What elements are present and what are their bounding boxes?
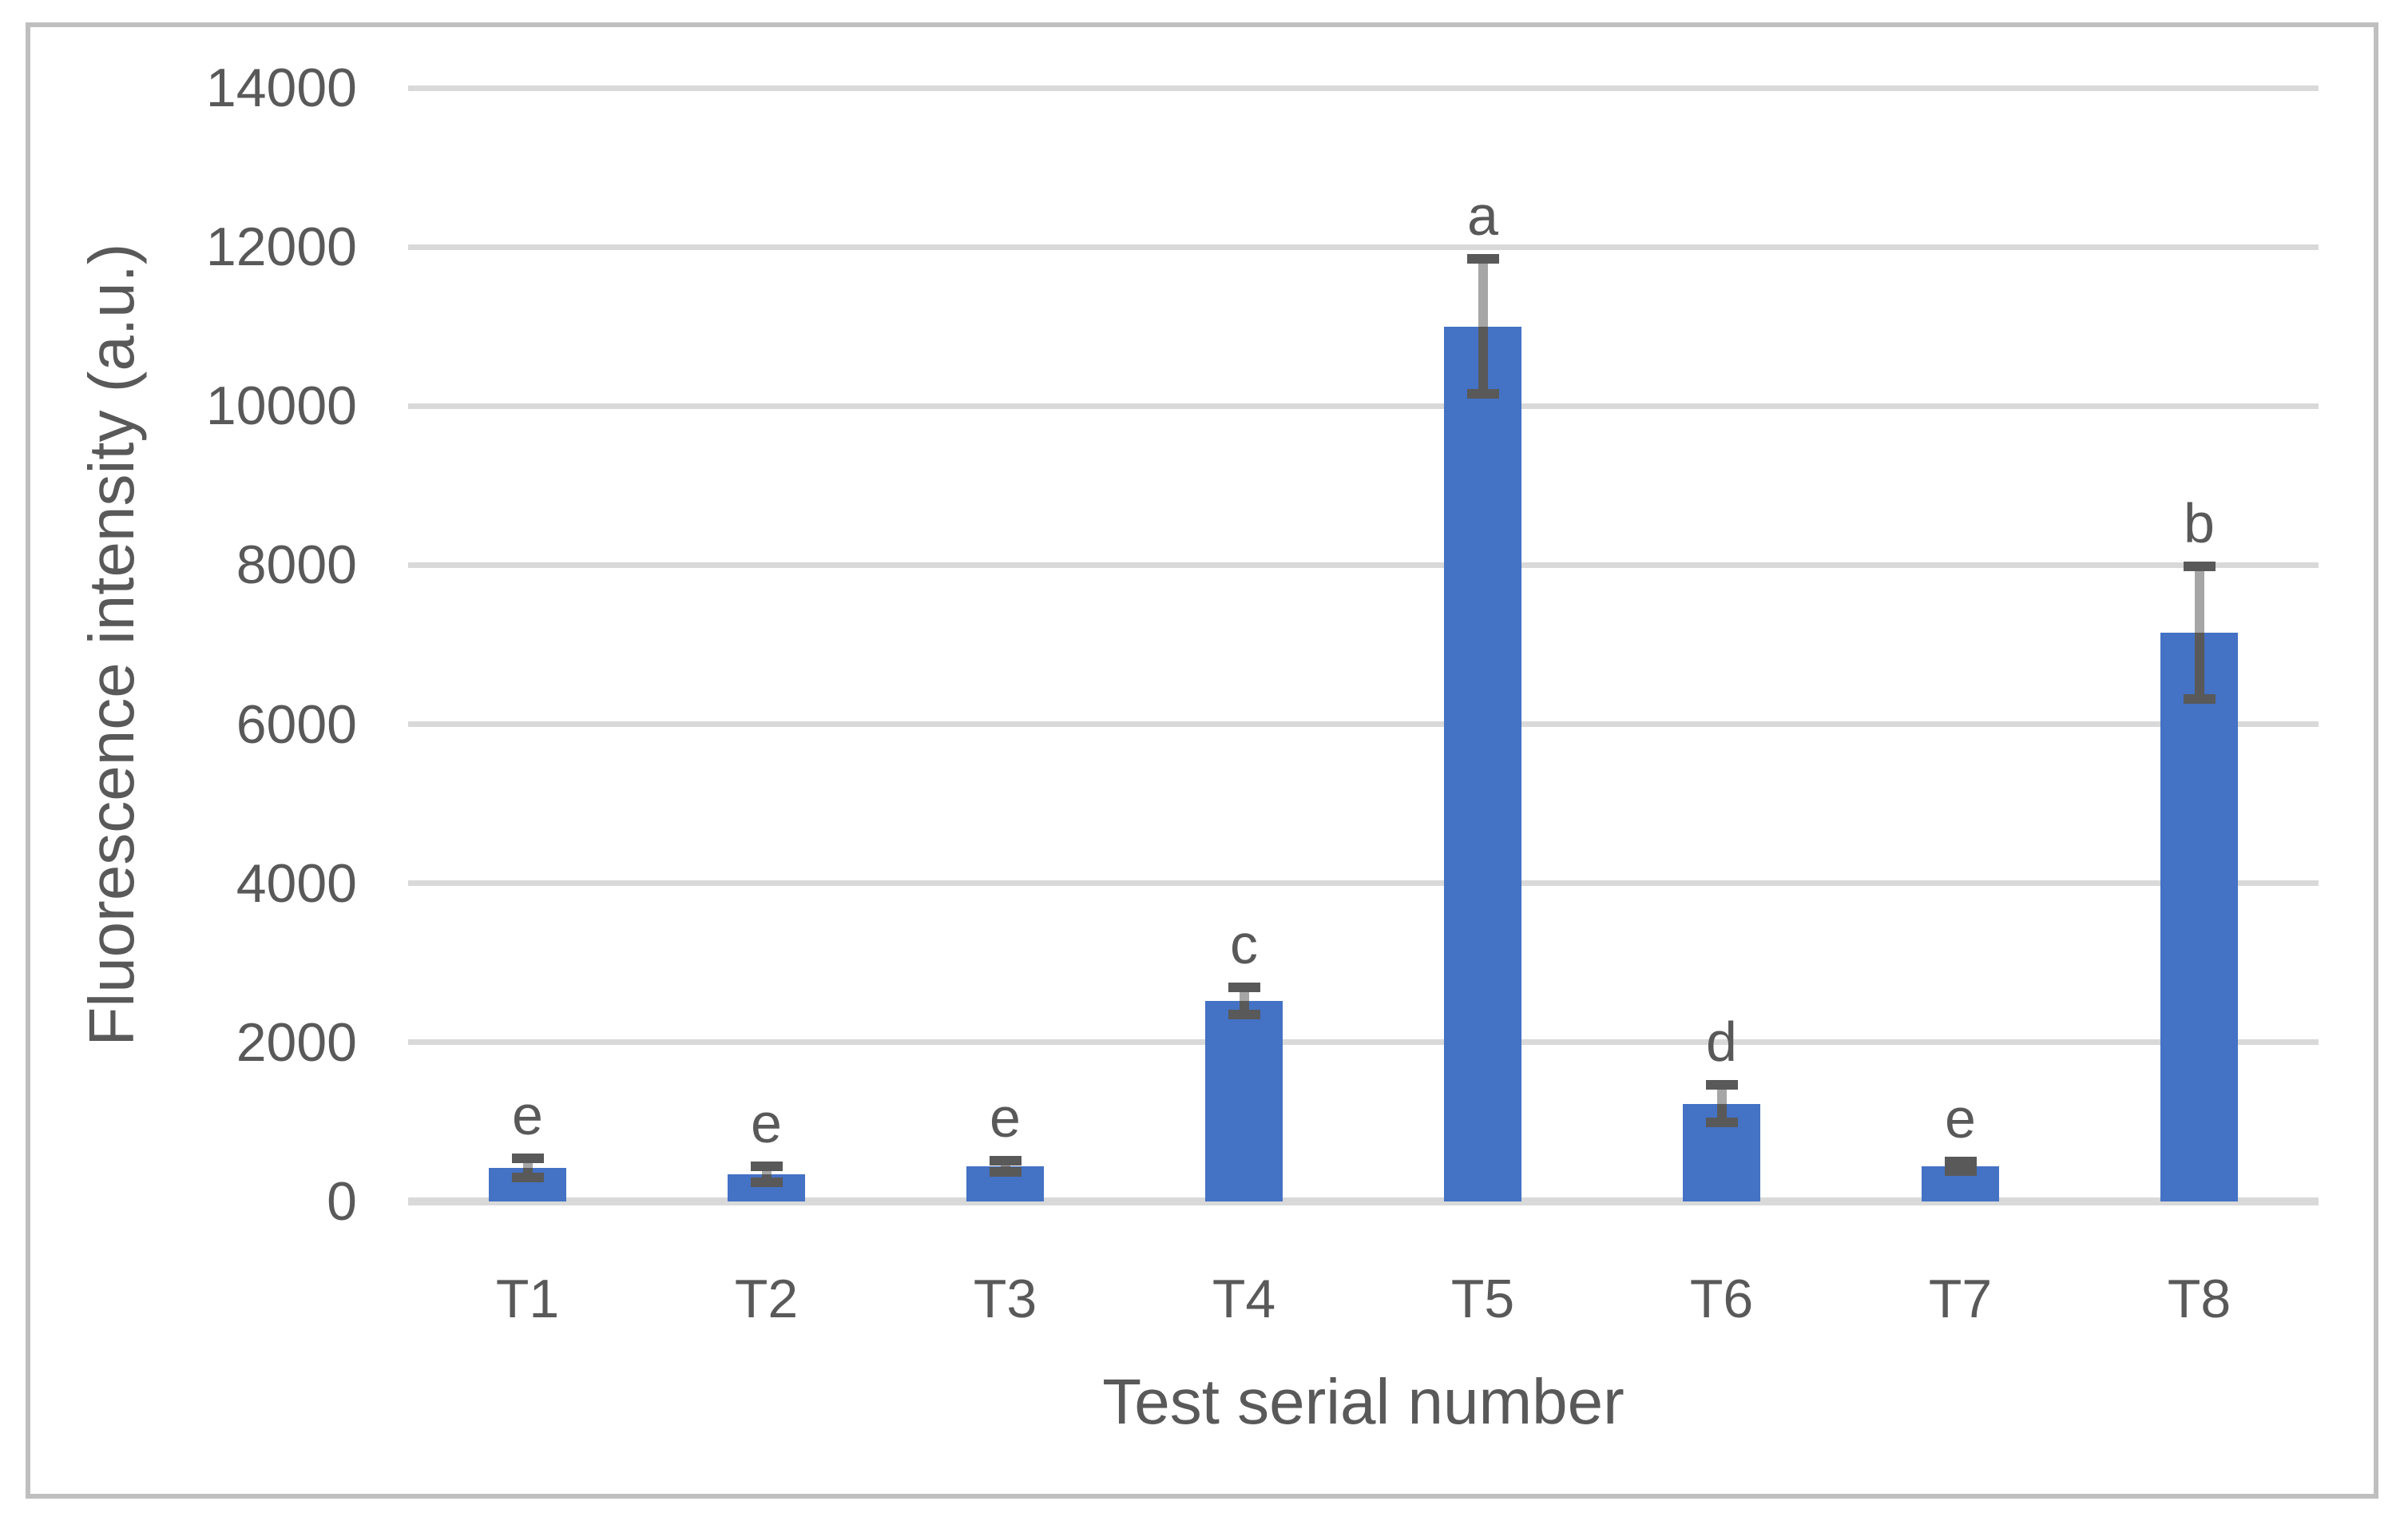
y-tick-label-10000: 10000	[205, 375, 357, 437]
chart-frame-border	[26, 22, 2378, 1499]
gridline-12000	[408, 244, 2319, 250]
y-tick-label-2000: 2000	[236, 1011, 357, 1073]
x-tick-label-T6: T6	[1689, 1269, 1754, 1329]
y-tick-label-8000: 8000	[236, 534, 357, 596]
error-bar-bottom-cap-T7	[1944, 1166, 1977, 1177]
error-bar-lower-line-T8	[2194, 633, 2204, 699]
x-tick-label-T4: T4	[1212, 1269, 1276, 1329]
error-bar-top-cap-T2	[750, 1162, 783, 1172]
gridline-4000	[408, 880, 2319, 887]
y-axis-title: Fluorescence intensity (a.u.)	[76, 243, 147, 1046]
error-bar-bottom-cap-T4	[1228, 1010, 1260, 1019]
error-bar-top-cap-T6	[1705, 1079, 1738, 1090]
x-tick-label-T8: T8	[2167, 1269, 2231, 1329]
significance-letter-T6: d	[1706, 1010, 1737, 1073]
y-tick-label-14000: 14000	[205, 58, 357, 118]
x-tick-label-T7: T7	[1928, 1269, 1993, 1329]
bar-T8	[2160, 633, 2238, 1201]
error-bar-bottom-cap-T8	[2183, 693, 2216, 704]
error-bar-upper-line-T8	[2194, 566, 2204, 633]
error-bar-bottom-cap-T1	[511, 1173, 544, 1183]
error-bar-top-cap-T1	[511, 1154, 544, 1164]
error-bar-top-cap-T3	[989, 1156, 1022, 1166]
significance-letter-T7: e	[1945, 1087, 1976, 1150]
y-tick-label-0: 0	[327, 1171, 357, 1232]
x-tick-label-T3: T3	[973, 1269, 1037, 1329]
significance-letter-T4: c	[1230, 913, 1258, 976]
x-tick-label-T5: T5	[1450, 1269, 1515, 1329]
y-tick-label-6000: 6000	[236, 693, 357, 755]
error-bar-bottom-cap-T6	[1705, 1118, 1738, 1128]
gridline-10000	[408, 403, 2319, 409]
error-bar-top-cap-T5	[1466, 254, 1499, 264]
significance-letter-T8: b	[2184, 492, 2215, 555]
error-bar-top-cap-T4	[1228, 983, 1260, 993]
significance-letter-T3: e	[990, 1086, 1021, 1150]
significance-letter-T1: e	[512, 1084, 543, 1147]
error-bar-bottom-cap-T2	[750, 1177, 783, 1188]
x-axis-zero-line	[408, 1197, 2319, 1205]
significance-letter-T5: a	[1467, 185, 1498, 248]
error-bar-lower-line-T5	[1478, 326, 1488, 395]
error-bar-bottom-cap-T5	[1466, 389, 1499, 399]
error-bar-upper-line-T5	[1478, 259, 1488, 327]
y-tick-label-4000: 4000	[236, 852, 357, 914]
error-bar-top-cap-T8	[2183, 562, 2216, 572]
gridline-6000	[408, 721, 2319, 728]
bar-T5	[1444, 326, 1521, 1201]
significance-letter-T2: e	[751, 1092, 782, 1155]
y-tick-label-12000: 12000	[205, 216, 357, 278]
x-tick-label-T1: T1	[495, 1269, 560, 1329]
bar-T4	[1205, 1001, 1283, 1201]
error-bar-top-cap-T7	[1944, 1157, 1977, 1167]
gridline-8000	[408, 562, 2319, 568]
x-axis-title: Test serial number	[1102, 1366, 1625, 1437]
error-bar-bottom-cap-T3	[989, 1167, 1022, 1177]
x-tick-label-T2: T2	[734, 1269, 799, 1329]
gridline-14000	[408, 85, 2319, 91]
gridline-2000	[408, 1039, 2319, 1046]
